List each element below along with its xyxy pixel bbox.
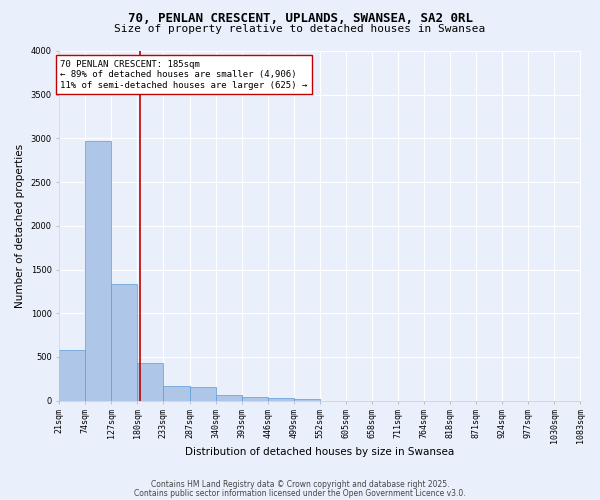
Text: Contains HM Land Registry data © Crown copyright and database right 2025.: Contains HM Land Registry data © Crown c…	[151, 480, 449, 489]
Y-axis label: Number of detached properties: Number of detached properties	[15, 144, 25, 308]
Bar	[85, 141, 112, 401]
Bar	[268, 398, 294, 400]
Text: 70 PENLAN CRESCENT: 185sqm
← 89% of detached houses are smaller (4,906)
11% of s: 70 PENLAN CRESCENT: 185sqm ← 89% of deta…	[61, 60, 308, 90]
Bar	[294, 398, 320, 400]
Bar	[137, 363, 163, 401]
Bar	[112, 284, 137, 401]
Text: 70, PENLAN CRESCENT, UPLANDS, SWANSEA, SA2 0RL: 70, PENLAN CRESCENT, UPLANDS, SWANSEA, S…	[128, 12, 473, 26]
Text: Size of property relative to detached houses in Swansea: Size of property relative to detached ho…	[115, 24, 485, 34]
Text: Contains public sector information licensed under the Open Government Licence v3: Contains public sector information licen…	[134, 489, 466, 498]
Bar	[163, 386, 190, 400]
Bar	[216, 395, 242, 400]
X-axis label: Distribution of detached houses by size in Swansea: Distribution of detached houses by size …	[185, 448, 455, 458]
Bar	[59, 350, 85, 401]
Bar	[242, 397, 268, 400]
Bar	[190, 387, 216, 400]
